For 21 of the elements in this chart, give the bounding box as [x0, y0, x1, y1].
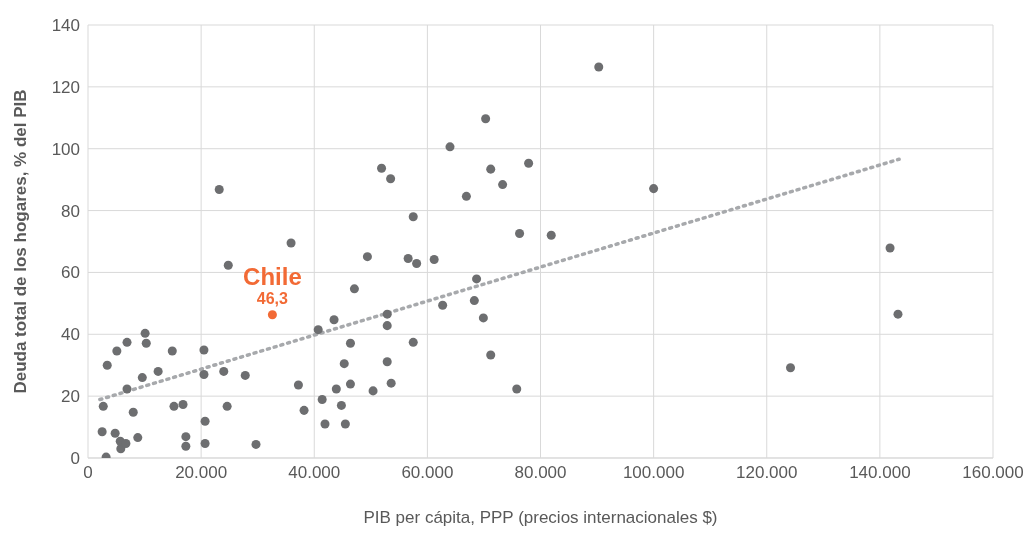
y-tick-label: 0 — [70, 449, 80, 469]
y-tick-label: 20 — [61, 387, 80, 407]
x-tick-label: 60.000 — [401, 463, 454, 483]
series-label: Chile — [243, 262, 302, 290]
y-tick-label: 60 — [61, 263, 80, 283]
y-tick-label: 120 — [51, 77, 80, 97]
y-tick-label: 100 — [51, 139, 80, 159]
x-tick-label: 120.000 — [736, 463, 798, 483]
data-label: 46,3 — [256, 289, 289, 307]
x-tick-label: 140.000 — [849, 463, 911, 483]
y-tick-label: 40 — [61, 325, 80, 345]
x-tick-label: 80.000 — [514, 463, 567, 483]
y-tick-label: 80 — [61, 201, 80, 221]
x-axis-title: PIB per cápita, PPP (precios internacionales $) — [363, 508, 718, 527]
x-tick-label: 0 — [83, 463, 93, 483]
y-tick-label: 140 — [51, 16, 80, 36]
x-tick-label: 20.000 — [175, 463, 228, 483]
x-tick-label: 40.000 — [288, 463, 341, 483]
y-axis-title: Deuda total de los hogares, % del PIB — [11, 89, 31, 394]
x-tick-label: 100.000 — [622, 463, 685, 483]
x-tick-label: 160.000 — [962, 463, 1024, 483]
